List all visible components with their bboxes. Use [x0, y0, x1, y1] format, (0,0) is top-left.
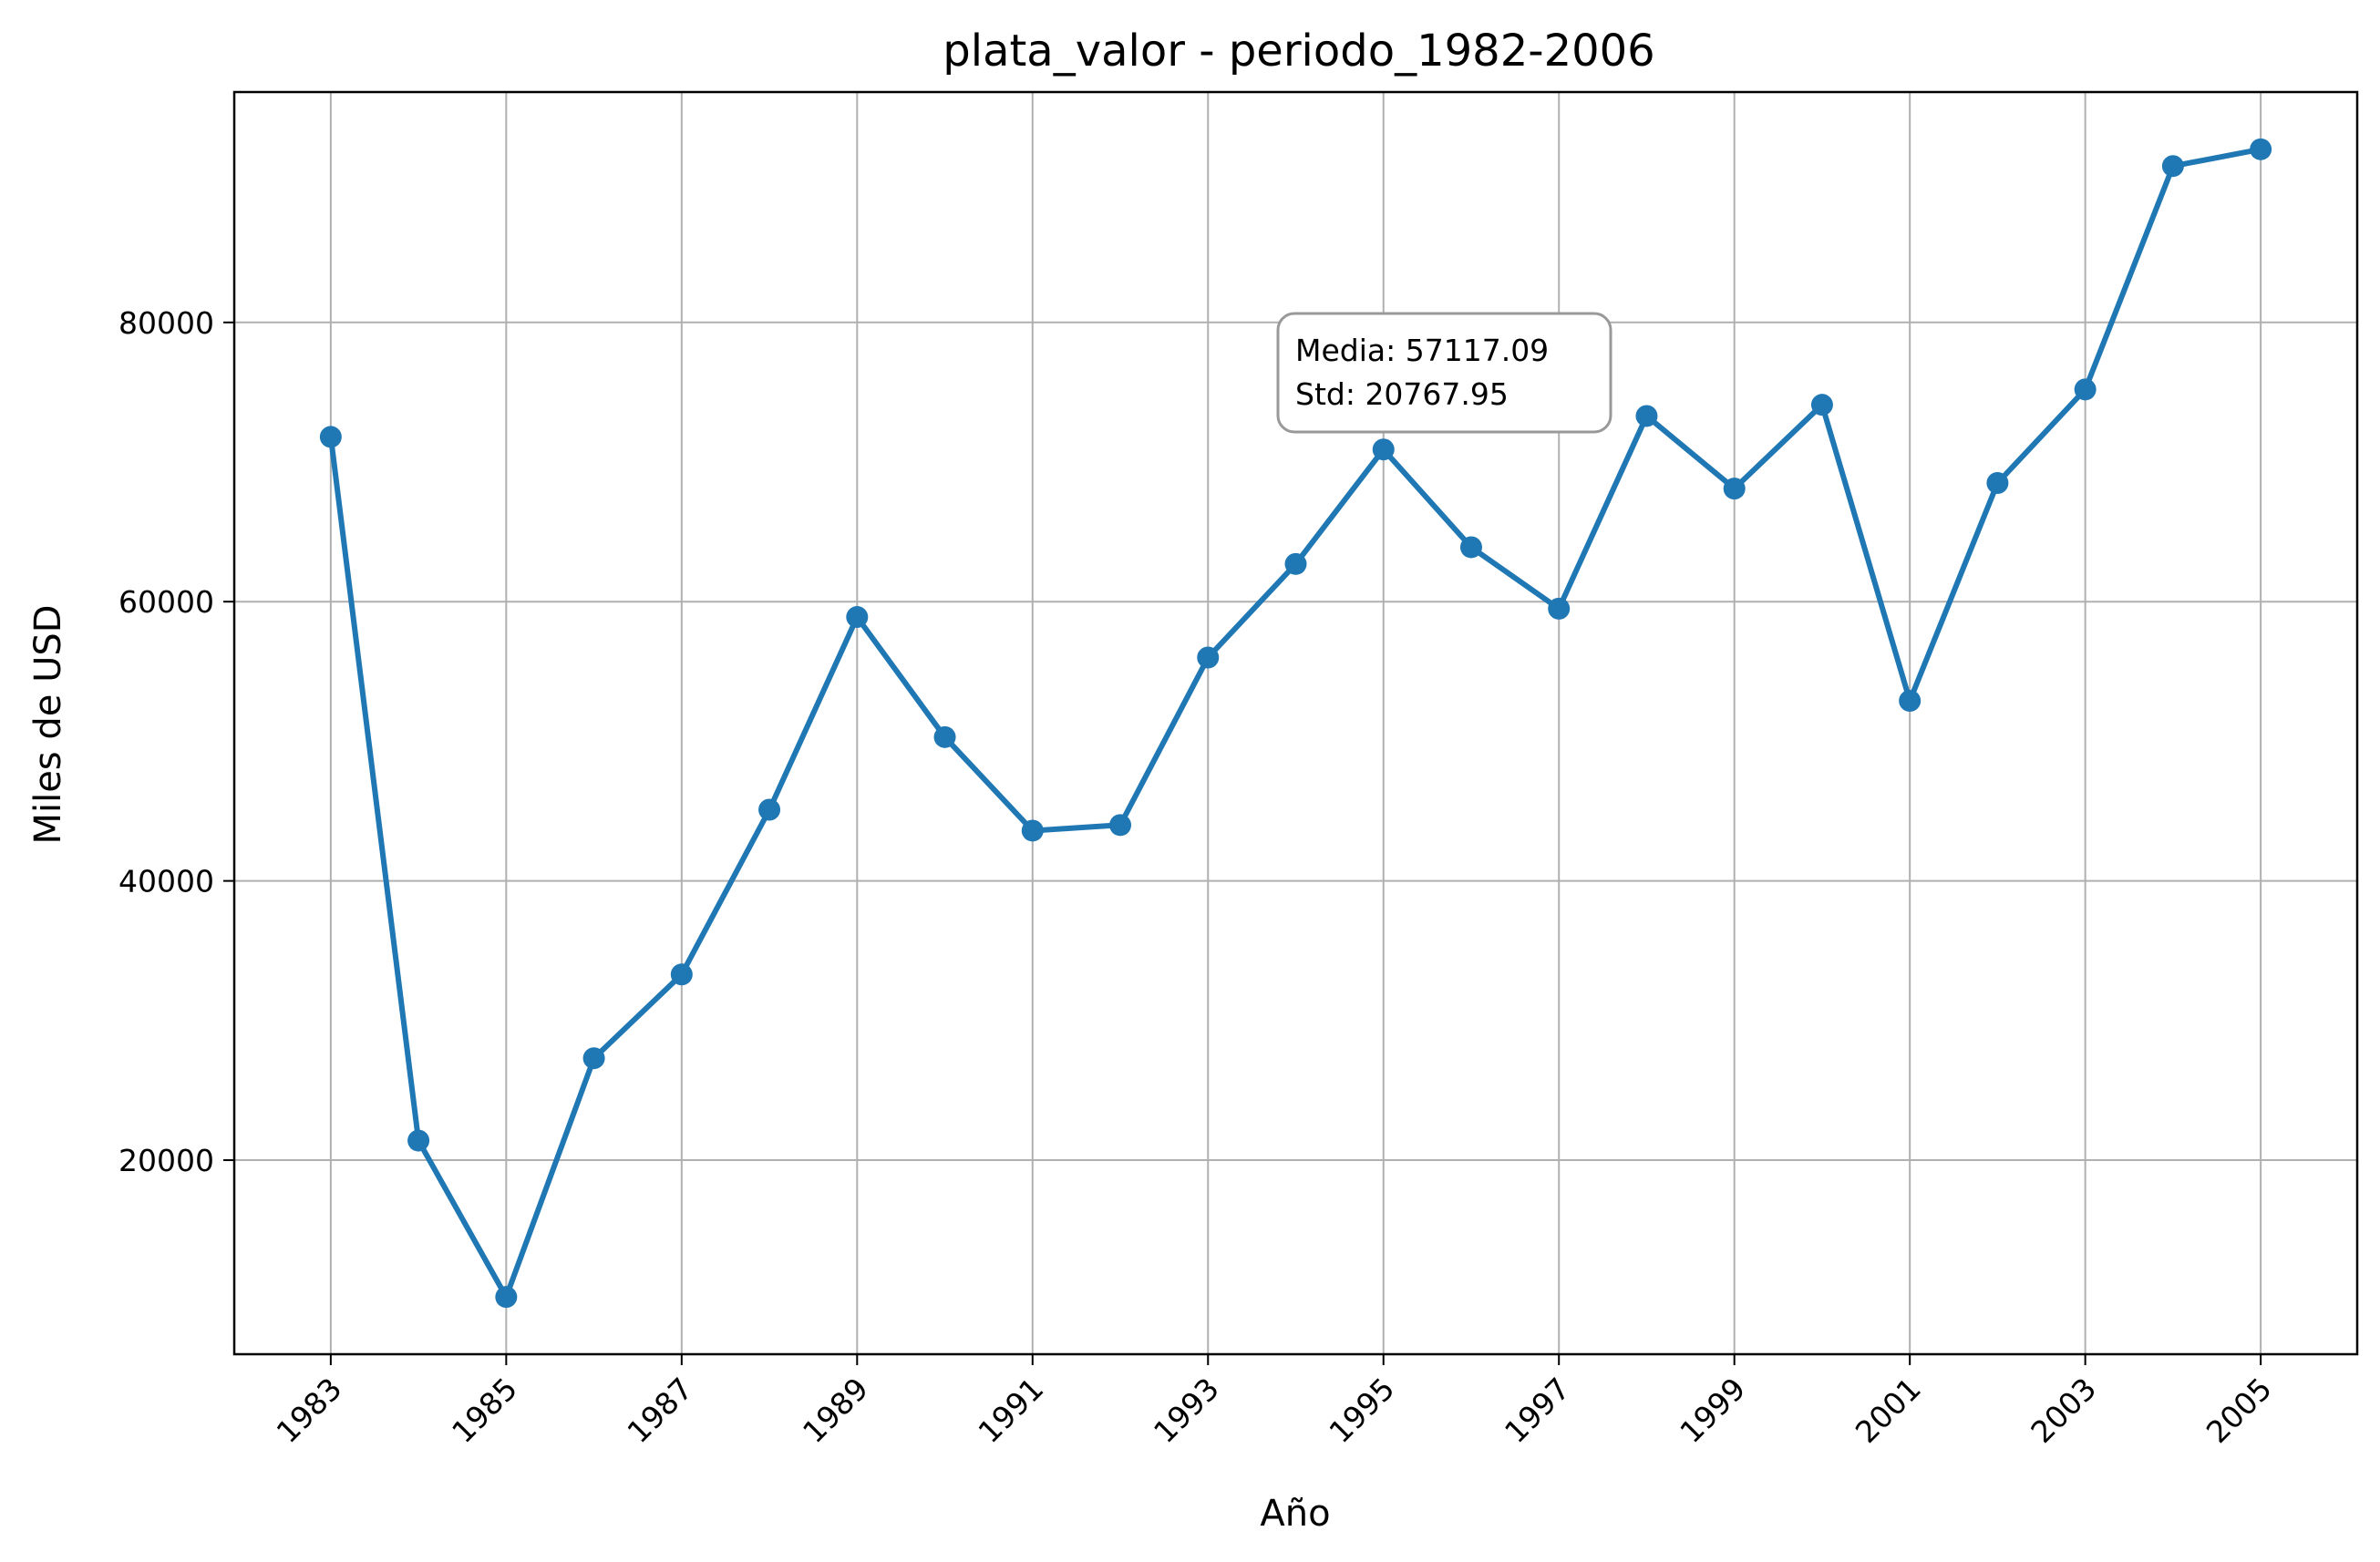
data-point [933, 725, 956, 748]
data-point [1899, 689, 1922, 712]
y-tick-label: 60000 [118, 584, 214, 620]
x-tick-label: 1991 [971, 1371, 1050, 1450]
series-layer [319, 138, 2272, 1309]
data-point [1635, 405, 1658, 427]
x-tick-label: 1997 [1498, 1371, 1577, 1450]
data-point [2250, 138, 2272, 160]
data-point [1197, 646, 1220, 669]
data-point [582, 1047, 605, 1070]
y-tick-label: 20000 [118, 1143, 214, 1178]
data-point [846, 606, 869, 629]
x-tick-label: 1987 [621, 1371, 700, 1450]
data-point [1284, 552, 1307, 575]
x-tick-label: 1993 [1147, 1371, 1226, 1450]
stats-annotation-mean: Media: 57117.09 [1295, 333, 1549, 368]
data-point [1109, 814, 1132, 837]
data-point [670, 963, 693, 986]
x-tick-label: 2005 [2200, 1371, 2279, 1450]
data-point [758, 798, 781, 821]
x-tick-label: 1995 [1322, 1371, 1401, 1450]
grid [234, 92, 2357, 1354]
data-point [2161, 155, 2184, 178]
data-point [1459, 536, 1482, 559]
y-axis-title: Miles de USD [27, 604, 69, 844]
y-axis: 20000 40000 60000 80000 [118, 305, 234, 1178]
x-tick-label: 1983 [270, 1371, 349, 1450]
y-tick-label: 80000 [118, 305, 214, 341]
stats-annotation-box [1276, 312, 1612, 434]
data-point [1372, 438, 1395, 461]
data-point [407, 1129, 430, 1152]
data-point [319, 426, 342, 448]
plot-area-frame [232, 90, 2359, 1356]
data-point [1021, 819, 1044, 842]
x-tick-label: 1985 [445, 1371, 524, 1450]
data-point [495, 1286, 518, 1309]
x-tick-label: 1999 [1673, 1371, 1752, 1450]
chart-title: plata_valor - periodo_1982-2006 [943, 26, 1654, 77]
data-point [1986, 471, 2009, 494]
stats-annotation: Media: 57117.09 Std: 20767.95 [1276, 312, 1612, 434]
data-point [1810, 394, 1833, 416]
x-tick-label: 1989 [796, 1371, 875, 1450]
x-axis: 1983 1985 1987 1989 1991 1993 1995 1997 1999 2001… [270, 1354, 2279, 1450]
y-tick-label: 40000 [118, 864, 214, 899]
stats-annotation-std: Std: 20767.95 [1295, 376, 1509, 412]
data-point [1723, 478, 1746, 500]
data-point [1548, 597, 1571, 620]
x-tick-label: 2003 [2024, 1371, 2103, 1450]
data-point [2074, 378, 2097, 401]
x-tick-label: 2001 [1849, 1371, 1928, 1450]
x-axis-title: Año [1260, 1493, 1330, 1535]
